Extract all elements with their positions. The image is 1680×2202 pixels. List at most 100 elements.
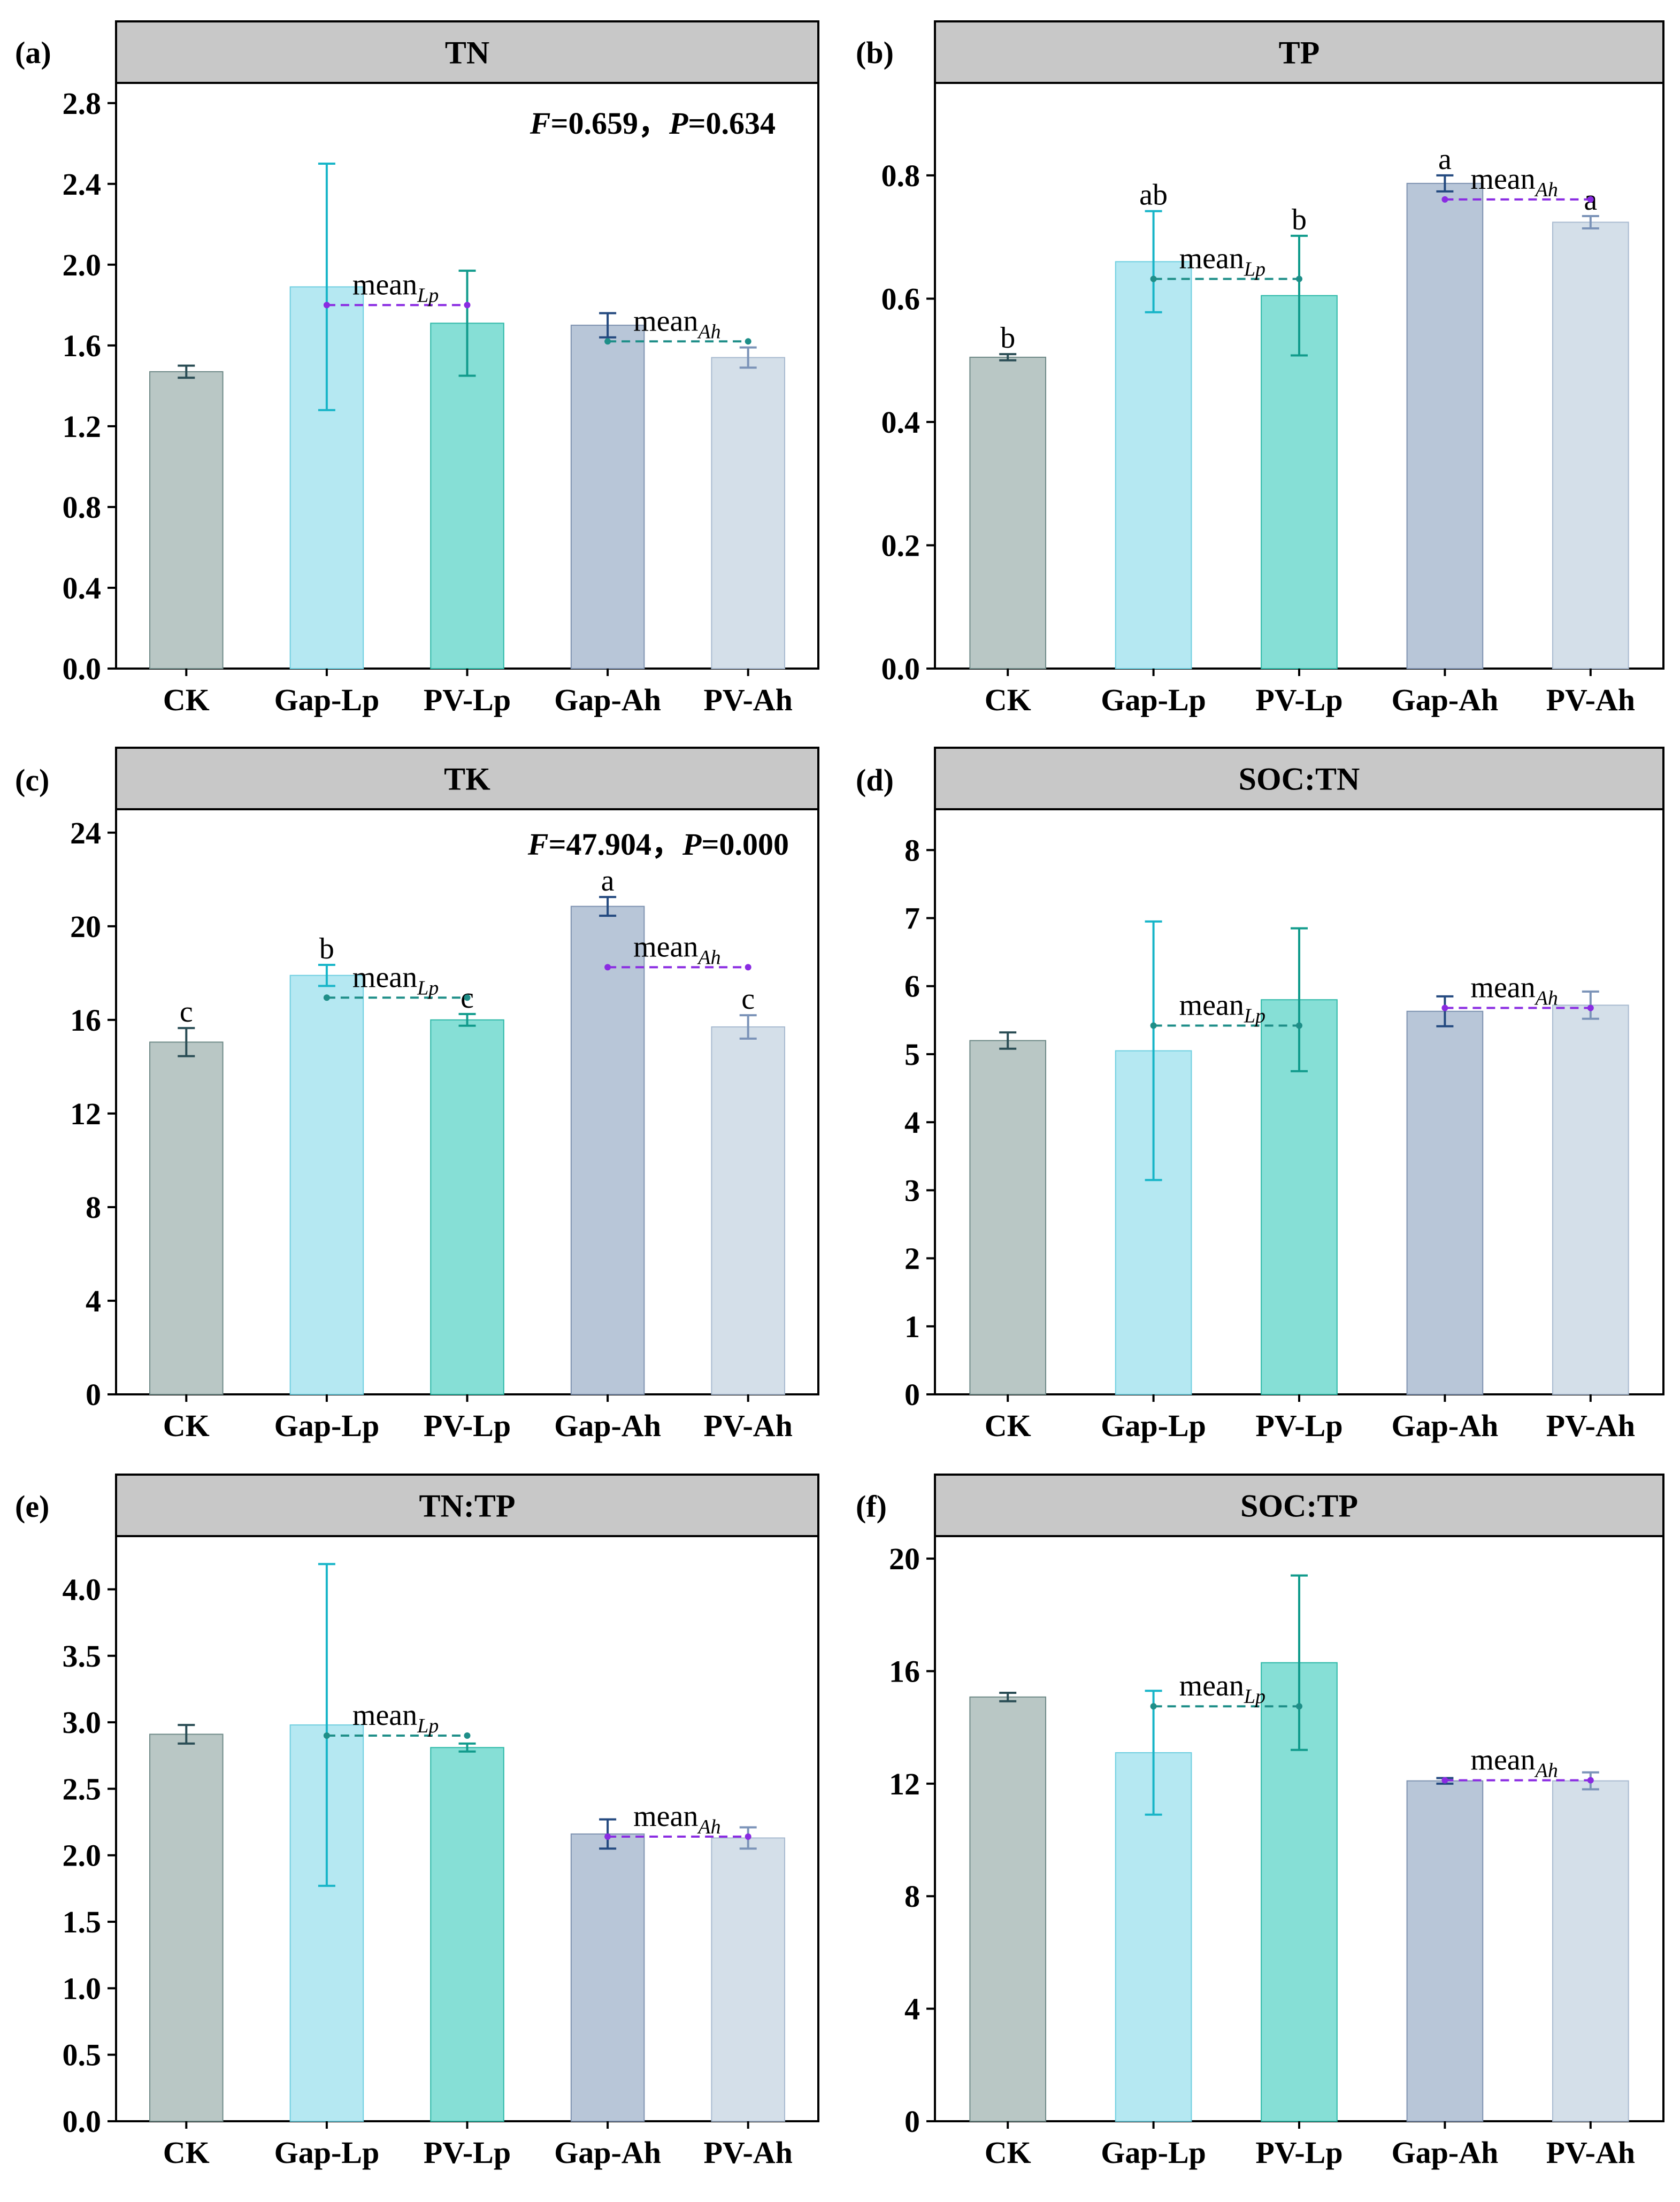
x-tick-label: CK: [985, 2135, 1031, 2170]
mean-label-lp: meanLp: [1179, 1669, 1265, 1708]
x-tick-label: PV-Lp: [424, 682, 511, 717]
mean-point: [604, 964, 611, 971]
mean-point: [323, 302, 330, 309]
y-tick-label: 2.5: [63, 1771, 102, 1806]
bar-gap-ah: [1406, 1010, 1484, 1395]
panel-letter: (f): [856, 1489, 887, 1524]
mean-point: [323, 994, 330, 1001]
y-tick-label: 0.8: [881, 158, 920, 193]
bar-ck: [969, 1040, 1047, 1395]
x-tick-label: PV-Ah: [1546, 682, 1635, 717]
y-tick-label: 2.4: [63, 167, 102, 202]
mean-point: [464, 302, 471, 309]
panel-b: (b) TP 0.0 0.2 0.4 0.6 0.8 CK b Gap-Lp ab PV-Lp b Gap…: [856, 20, 1664, 717]
x-tick-label: PV-Ah: [703, 2135, 792, 2170]
bar-gap-ah: [570, 1833, 645, 2122]
x-tick-label: Gap-Ah: [1391, 682, 1498, 717]
panel-title: TP: [1279, 35, 1320, 71]
mean-point: [1150, 1703, 1157, 1710]
x-tick-label: PV-Lp: [1255, 1408, 1343, 1443]
mean-point: [1296, 1703, 1302, 1710]
y-tick-label: 4: [86, 1284, 101, 1318]
x-tick-label: PV-Lp: [1255, 682, 1343, 717]
y-tick-label: 12: [70, 1096, 101, 1131]
bar-gap-ah: [570, 906, 645, 1395]
y-tick-label: 20: [70, 909, 101, 944]
x-tick-label: Gap-Lp: [1101, 682, 1206, 717]
mean-label-ah: meanAh: [633, 1800, 721, 1838]
bar-ck: [149, 1041, 224, 1395]
panel-e: (e) TN:TP 0.0 0.5 1.0 1.5 2.0 2.5 3.0 3.5 4.0 CK Gap…: [15, 1474, 819, 2170]
panel-letter: (b): [856, 35, 894, 70]
mean-label-ah: meanAh: [1470, 163, 1558, 201]
y-tick-label: 0.4: [63, 571, 102, 605]
y-tick-label: 6: [904, 969, 920, 1004]
x-tick-label: Gap-Lp: [274, 682, 380, 717]
mean-point: [1441, 196, 1448, 203]
x-tick-label: PV-Ah: [703, 682, 792, 717]
mean-label-lp: meanLp: [1179, 989, 1265, 1027]
y-tick-label: 0: [904, 2104, 920, 2139]
y-tick-label: 0.6: [881, 281, 920, 316]
bar-pv-ah: [1552, 1780, 1629, 2122]
y-tick-label: 0.8: [63, 490, 102, 525]
stat-annotation: F=47.904，P=0.000: [527, 827, 789, 862]
y-tick-label: 3.0: [63, 1705, 102, 1740]
x-tick-label: Gap-Lp: [274, 1408, 380, 1443]
mean-label-lp: meanLp: [352, 961, 439, 999]
bar-ck: [969, 1696, 1047, 2122]
y-tick-label: 2: [904, 1241, 920, 1276]
y-tick-label: 2.0: [63, 248, 102, 282]
y-tick-label: 1.6: [63, 328, 102, 363]
significance-letter: b: [319, 932, 334, 965]
y-tick-label: 0.4: [881, 405, 920, 440]
x-tick-label: PV-Ah: [1546, 2135, 1635, 2170]
y-tick-label: 5: [904, 1037, 920, 1072]
y-tick-label: 8: [904, 833, 920, 868]
x-tick-label: PV-Lp: [424, 1408, 511, 1443]
significance-letter: b: [1000, 321, 1015, 355]
x-tick-label: Gap-Ah: [1391, 2135, 1498, 2170]
y-tick-label: 4: [904, 1105, 920, 1140]
bar-pv-ah: [1552, 221, 1629, 669]
y-tick-label: 2.0: [63, 1838, 102, 1873]
bar-pv-lp: [430, 1019, 504, 1395]
y-tick-label: 1.5: [63, 1905, 102, 1939]
mean-label-ah: meanAh: [633, 930, 721, 969]
mean-point: [1441, 1777, 1448, 1784]
panel-title: SOC:TP: [1240, 1489, 1358, 1524]
x-tick-label: CK: [163, 1408, 210, 1443]
mean-point: [1587, 196, 1594, 203]
bar-gap-ah: [1406, 1780, 1484, 2122]
panel-title-strip: [115, 747, 819, 810]
y-tick-label: 16: [70, 1003, 101, 1038]
y-tick-label: 0.0: [63, 2104, 102, 2139]
mean-point: [323, 1732, 330, 1739]
y-tick-label: 24: [70, 816, 101, 850]
panel-title: TN:TP: [419, 1489, 516, 1524]
mean-point: [1150, 275, 1157, 282]
x-tick-label: CK: [163, 2135, 210, 2170]
y-tick-label: 4.0: [63, 1572, 102, 1607]
bar-gap-lp: [289, 975, 364, 1395]
x-tick-label: PV-Ah: [703, 1408, 792, 1443]
bar-ck: [149, 371, 224, 669]
significance-letter: ab: [1139, 179, 1168, 212]
x-tick-label: Gap-Ah: [1391, 1408, 1498, 1443]
y-tick-label: 0.0: [881, 651, 920, 686]
x-tick-label: PV-Ah: [1546, 1408, 1635, 1443]
bar-pv-ah: [711, 357, 785, 669]
x-tick-label: Gap-Ah: [554, 2135, 661, 2170]
mean-point: [745, 964, 751, 971]
bar-pv-ah: [1552, 1004, 1629, 1395]
mean-label-ah: meanAh: [633, 304, 721, 343]
panel-title-strip: [934, 20, 1664, 84]
y-tick-label: 1.0: [63, 1971, 102, 2006]
mean-point: [745, 1833, 751, 1840]
x-tick-label: Gap-Ah: [554, 682, 661, 717]
y-tick-label: 0.2: [881, 528, 920, 563]
mean-point: [1587, 1777, 1594, 1784]
x-tick-label: Gap-Ah: [554, 1408, 661, 1443]
y-tick-label: 1: [904, 1309, 920, 1344]
